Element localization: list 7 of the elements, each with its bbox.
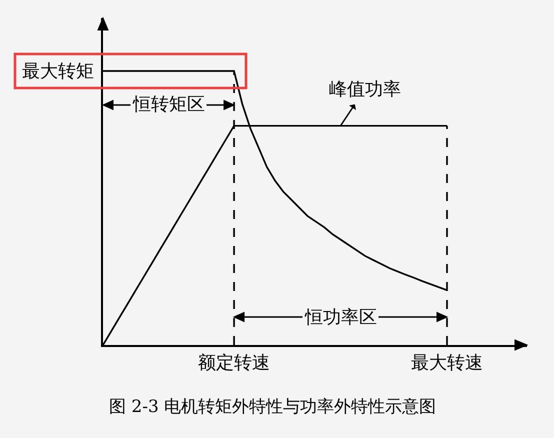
caption: 图 2-3 电机转矩外特性与功率外特性示意图 — [109, 397, 436, 417]
annotation: 恒转矩区 — [132, 94, 205, 115]
x-tick-label: 最大转速 — [411, 352, 483, 374]
text: 最大转矩 — [22, 61, 94, 82]
annotation: 恒功率区 — [304, 307, 377, 328]
x-tick-label: 额定转速 — [198, 352, 270, 374]
annotation: 峰值功率 — [329, 79, 401, 100]
